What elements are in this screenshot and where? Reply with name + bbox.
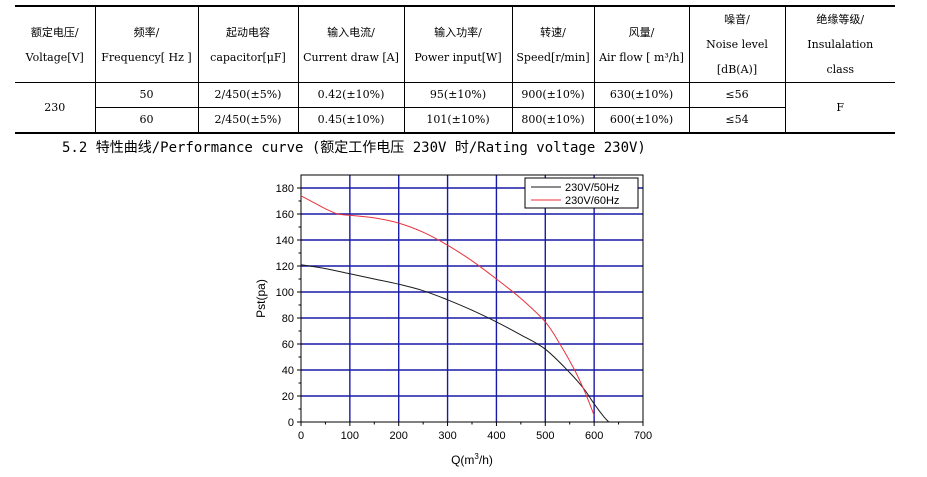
y-tick-label: 120: [276, 261, 294, 273]
y-tick-label: 60: [282, 339, 294, 351]
header-voltage: 额定电压/Voltage[V]: [15, 5, 96, 83]
cell-speed: 800(±10%): [511, 107, 595, 134]
x-tick-label: 200: [390, 430, 408, 442]
y-tick-label: 80: [282, 313, 294, 325]
table-row: 60 2/450(±5%) 0.45(±10%) 101(±10%) 800(±…: [15, 107, 895, 134]
cell-airflow: 630(±10%): [593, 82, 690, 108]
spec-table: 额定电压/Voltage[V] 频率/Frequency[ Hz ] 起动电容 c…: [15, 5, 895, 134]
header-airflow: 风量/Air flow [ m³/h]: [593, 5, 690, 83]
x-tick-label: 500: [536, 430, 554, 442]
header-capacitor: 起动电容 capacitor[μF]: [197, 5, 299, 83]
chart-series: [300, 195, 610, 423]
header-insulation: 绝缘等级/Insulalation class: [784, 5, 895, 83]
x-tick-label: 100: [341, 430, 359, 442]
cell-insulation: F: [784, 82, 895, 134]
header-noise: 噪音/Noise level [dB(A)]: [688, 5, 786, 83]
x-tick-label: 700: [634, 430, 652, 442]
cell-voltage: 230: [15, 82, 96, 134]
series-line-50hz: [300, 264, 610, 423]
legend-label: 230V/60Hz: [565, 195, 619, 207]
cell-frequency: 60: [95, 107, 199, 134]
legend-label: 230V/50Hz: [565, 182, 619, 194]
cell-noise: ≤54: [688, 107, 785, 134]
x-tick-label: 400: [487, 430, 505, 442]
x-tick-label: 300: [438, 430, 456, 442]
cell-airflow: 600(±10%): [593, 107, 690, 134]
y-tick-label: 160: [276, 209, 294, 221]
performance-chart: 0 100 200 300 400 500 600 700 0 20 40 60 80 100 120 140…: [254, 174, 653, 467]
x-tick-label: 0: [298, 430, 304, 442]
chart-ticks: 0 100 200 300 400 500 600 700 0 20 40 60 80 100 120 140…: [276, 183, 653, 442]
cell-capacitor: 2/450(±5%): [197, 82, 299, 108]
cell-power: 95(±10%): [403, 82, 513, 108]
legend-box: [524, 177, 639, 209]
header-current: 输入电流/Current draw [A]: [297, 5, 405, 83]
header-speed: 转速/Speed[r/min]: [511, 5, 595, 83]
table-header-row: 额定电压/Voltage[V] 频率/Frequency[ Hz ] 起动电容 c…: [15, 5, 895, 83]
cell-current: 0.45(±10%): [297, 107, 405, 134]
x-tick-label: 600: [585, 430, 603, 442]
y-tick-label: 20: [282, 391, 294, 403]
table-row: 230 50 2/450(±5%) 0.42(±10%) 95(±10%) 90…: [15, 82, 895, 134]
x-axis-label: Q(m3/h): [451, 452, 493, 467]
chart-grid: [301, 175, 643, 422]
y-axis-label: Pst(pa): [254, 279, 268, 318]
header-power: 输入功率/Power input[W]: [403, 5, 513, 83]
header-frequency: 频率/Frequency[ Hz ]: [94, 5, 199, 83]
y-tick-label: 180: [276, 183, 294, 195]
y-tick-label: 100: [276, 287, 294, 299]
cell-frequency: 50: [94, 82, 199, 108]
plot-frame: [300, 174, 644, 423]
cell-capacitor: 2/450(±5%): [197, 107, 299, 134]
cell-noise: ≤56: [688, 82, 786, 108]
section-title: 5.2 特性曲线/Performance curve (额定工作电压 230V …: [62, 140, 646, 156]
y-tick-label: 40: [282, 365, 294, 377]
cell-speed: 900(±10%): [511, 82, 595, 108]
series-line-60hz: [300, 195, 595, 416]
y-tick-label: 0: [288, 417, 294, 429]
cell-power: 101(±10%): [403, 107, 513, 134]
y-tick-label: 140: [276, 235, 294, 247]
cell-current: 0.42(±10%): [297, 82, 405, 108]
